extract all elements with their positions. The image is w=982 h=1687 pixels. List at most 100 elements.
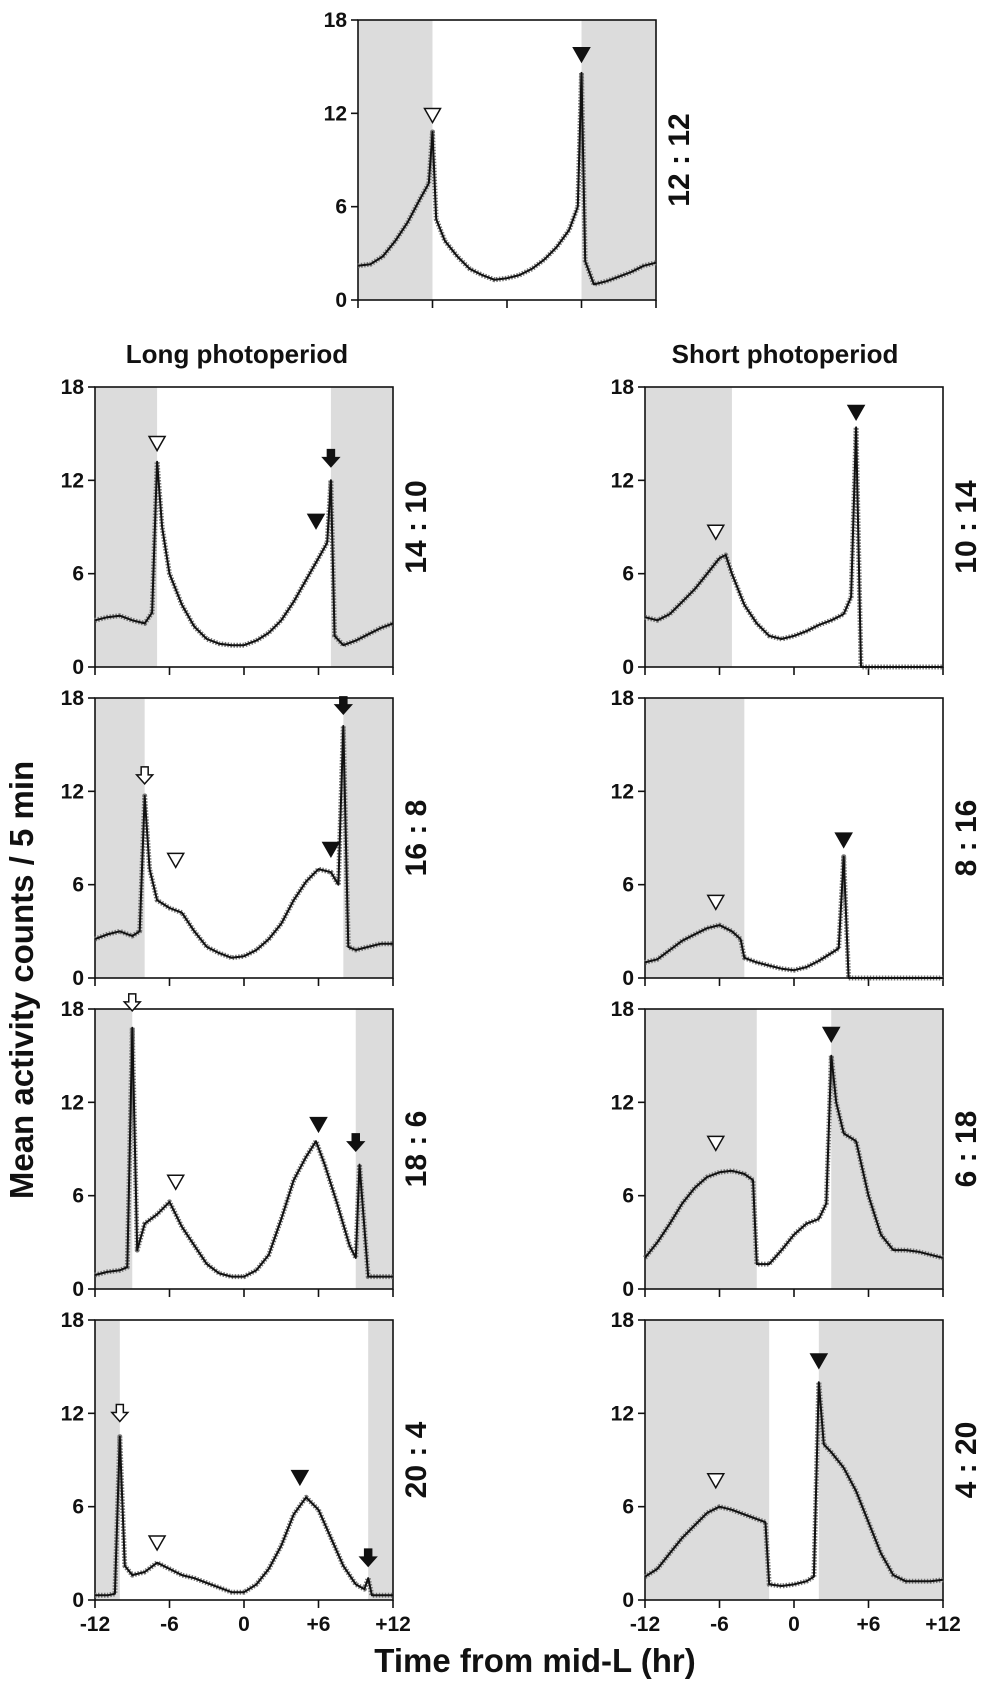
filled-triangle-marker [321, 841, 341, 858]
x-tick-label: -6 [160, 1613, 179, 1636]
filled-arrow-marker [346, 1133, 366, 1153]
filled-triangle-marker [572, 47, 591, 64]
y-tick-label: 18 [324, 9, 348, 32]
y-tick-label: 18 [61, 376, 85, 399]
panel-18:6: 0 6 12 18 18 : 6 [61, 993, 433, 1301]
panel-4:20: 0 6 12 18 -12 -6 0 +6 +12 4 : 20 [611, 1309, 982, 1636]
y-tick-label: 0 [622, 967, 634, 990]
panel-6:18: 0 6 12 18 6 : 18 [611, 998, 982, 1301]
y-tick-label: 6 [72, 1496, 84, 1519]
x-tick-label: -12 [80, 1613, 110, 1636]
filled-triangle-marker [290, 1469, 310, 1487]
y-tick-label: 6 [622, 1496, 634, 1519]
open-triangle-marker [423, 107, 442, 124]
panel-10:14: 0 6 12 18 10 : 14 [611, 376, 982, 679]
photoperiod-label: 10 : 14 [950, 480, 982, 574]
dark-phase-shading [581, 20, 656, 300]
y-tick-label: 6 [622, 874, 634, 897]
y-tick-label: 18 [611, 1309, 635, 1332]
y-tick-label: 0 [622, 1278, 634, 1301]
x-axis-title: Time from mid-L (hr) [374, 1642, 695, 1679]
y-tick-label: 12 [611, 469, 634, 492]
dark-phase-shading [355, 1009, 393, 1289]
dark-phase-shading [95, 1009, 133, 1289]
dark-phase-shading [645, 1320, 770, 1600]
photoperiod-label: 12 : 12 [663, 113, 696, 206]
y-tick-label: 12 [61, 1402, 84, 1425]
activity-trace [95, 1435, 393, 1597]
filled-triangle-marker [834, 832, 853, 849]
y-tick-label: 0 [72, 967, 84, 990]
activity-trace [644, 426, 943, 668]
dark-phase-shading [330, 387, 393, 667]
dark-phase-shading [343, 698, 393, 978]
long-photoperiod-header: Long photoperiod [126, 339, 348, 369]
y-tick-label: 6 [622, 1185, 634, 1208]
photoperiod-label: 14 : 10 [400, 480, 433, 573]
y-tick-label: 6 [622, 563, 634, 586]
x-tick-label: -6 [710, 1613, 729, 1636]
filled-triangle-marker [846, 404, 866, 421]
y-tick-label: 12 [61, 780, 84, 803]
dark-phase-shading [358, 20, 433, 300]
y-tick-label: 0 [335, 289, 347, 312]
y-tick-label: 18 [61, 687, 85, 710]
filled-triangle-marker [306, 513, 326, 530]
open-arrow-marker [122, 993, 142, 1013]
activity-trace [94, 1026, 393, 1278]
filled-arrow-marker [358, 1548, 378, 1568]
open-triangle-marker [166, 1174, 186, 1191]
y-tick-label: 6 [335, 196, 347, 219]
panel-16:8: 0 6 12 18 16 : 8 [61, 687, 433, 990]
filled-triangle-marker [809, 1353, 829, 1370]
x-tick-label: 0 [788, 1613, 800, 1636]
activity-trace [94, 725, 393, 959]
photoperiod-label: 8 : 16 [950, 800, 982, 877]
x-tick-label: +6 [307, 1613, 331, 1636]
y-tick-label: 18 [611, 687, 635, 710]
y-tick-label: 0 [622, 1589, 634, 1612]
activity-trace [644, 855, 943, 979]
open-triangle-marker [706, 524, 726, 541]
y-tick-label: 0 [72, 656, 84, 679]
x-tick-label: 0 [238, 1613, 250, 1636]
activity-trace [357, 71, 657, 286]
open-triangle-marker [706, 894, 726, 911]
short-photoperiod-header: Short photoperiod [672, 339, 899, 369]
open-triangle-marker [706, 1473, 726, 1490]
y-tick-label: 12 [324, 102, 347, 125]
y-tick-label: 12 [611, 780, 634, 803]
y-tick-label: 12 [61, 1091, 84, 1114]
y-tick-label: 6 [72, 563, 84, 586]
open-triangle-marker [147, 1535, 167, 1552]
y-tick-label: 12 [611, 1091, 634, 1114]
y-tick-label: 18 [61, 998, 85, 1021]
activity-trace [94, 460, 394, 647]
y-tick-label: 18 [611, 376, 635, 399]
open-arrow-marker [134, 766, 155, 786]
dark-phase-shading [95, 387, 158, 667]
x-tick-label: -12 [630, 1613, 660, 1636]
open-arrow-marker [110, 1403, 130, 1423]
open-triangle-marker [166, 852, 186, 869]
filled-arrow-marker [333, 696, 354, 716]
filled-arrow-marker [321, 448, 341, 468]
y-tick-label: 12 [611, 1402, 634, 1425]
y-axis-title: Mean activity counts / 5 min [3, 761, 40, 1199]
panel-frame [94, 1319, 394, 1601]
filled-triangle-marker [821, 1026, 841, 1043]
x-tick-label: +12 [375, 1613, 411, 1636]
dark-phase-shading [831, 1009, 943, 1289]
activity-trace [644, 1381, 944, 1587]
y-tick-label: 6 [72, 874, 84, 897]
y-tick-label: 12 [61, 469, 84, 492]
y-tick-label: 18 [61, 1309, 85, 1332]
photoperiod-label: 16 : 8 [400, 800, 433, 877]
panel-12:12: 0 6 12 18 12 : 12 [324, 9, 696, 312]
panel-14:10: 0 6 12 18 14 : 10 [61, 376, 433, 679]
y-tick-label: 0 [622, 656, 634, 679]
open-triangle-marker [147, 435, 167, 453]
y-tick-label: 18 [611, 998, 635, 1021]
dark-phase-shading [645, 1009, 757, 1289]
